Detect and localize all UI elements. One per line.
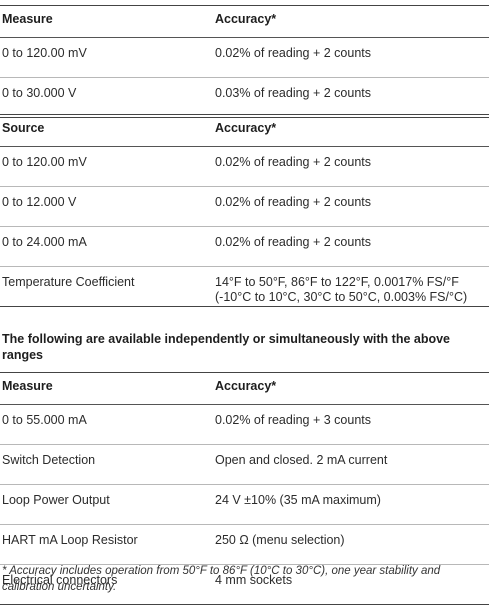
row-label: Loop Power Output xyxy=(2,493,110,507)
table-header-row: Source Accuracy* xyxy=(0,114,489,147)
table-row: 0 to 24.000 mA 0.02% of reading + 2 coun… xyxy=(0,227,489,267)
table-row: Loop Power Output 24 V ±10% (35 mA maxim… xyxy=(0,485,489,525)
row-value: 0.03% of reading + 2 counts xyxy=(215,86,372,100)
row-value: 250 Ω (menu selection) xyxy=(215,533,345,547)
row-value: 24 V ±10% (35 mA maximum) xyxy=(215,493,381,507)
row-value: 0.02% of reading + 2 counts xyxy=(215,235,372,249)
footnote: * Accuracy includes operation from 50°F … xyxy=(2,565,441,593)
row-value: 14°F to 50°F, 86°F to 122°F, 0.0017% FS/… xyxy=(214,267,489,307)
source-accuracy-table: Source Accuracy* 0 to 120.00 mV 0.02% of… xyxy=(0,114,489,307)
table-row: 0 to 120.00 mV 0.02% of reading + 2 coun… xyxy=(0,38,489,78)
table-header-row: Measure Accuracy* xyxy=(0,5,489,38)
row-value: 0.02% of reading + 2 counts xyxy=(215,195,372,209)
column-header-measure: Measure xyxy=(2,379,53,393)
row-label: Electrical connectors xyxy=(2,573,118,587)
additional-measure-table: Measure Accuracy* 0 to 55.000 mA 0.02% o… xyxy=(0,372,489,605)
row-label: Temperature Coefficient xyxy=(2,275,135,289)
section-heading: The following are available independentl… xyxy=(2,332,451,362)
table-header-row: Measure Accuracy* xyxy=(0,372,489,405)
table-row: 0 to 120.00 mV 0.02% of reading + 2 coun… xyxy=(0,147,489,187)
row-label: 0 to 120.00 mV xyxy=(2,46,87,60)
column-header-accuracy: Accuracy* xyxy=(215,121,277,135)
table-row: 0 to 12.000 V 0.02% of reading + 2 count… xyxy=(0,187,489,227)
column-header-accuracy: Accuracy* xyxy=(215,12,277,26)
row-label: 0 to 120.00 mV xyxy=(2,155,87,169)
row-label: 0 to 12.000 V xyxy=(2,195,77,209)
row-value: 0.02% of reading + 3 counts xyxy=(215,413,372,427)
measure-accuracy-table: Measure Accuracy* 0 to 120.00 mV 0.02% o… xyxy=(0,5,489,118)
row-label: HART mA Loop Resistor xyxy=(2,533,138,547)
table-row: 0 to 30.000 V 0.03% of reading + 2 count… xyxy=(0,78,489,118)
column-header-source: Source xyxy=(2,121,45,135)
table-row: 0 to 55.000 mA 0.02% of reading + 3 coun… xyxy=(0,405,489,445)
table-row: Switch Detection Open and closed. 2 mA c… xyxy=(0,445,489,485)
row-value: 0.02% of reading + 2 counts xyxy=(215,155,372,169)
row-value-line: (-10°C to 10°C, 30°C to 50°C, 0.003% FS/… xyxy=(215,290,468,304)
row-value: Open and closed. 2 mA current xyxy=(215,453,388,467)
row-label: 0 to 30.000 V xyxy=(2,86,77,100)
row-label: Switch Detection xyxy=(2,453,96,467)
row-value-line: 14°F to 50°F, 86°F to 122°F, 0.0017% FS/… xyxy=(215,275,459,289)
column-header-accuracy: Accuracy* xyxy=(215,379,277,393)
table-row: Temperature Coefficient 14°F to 50°F, 86… xyxy=(0,267,489,307)
column-header-measure: Measure xyxy=(2,12,53,26)
row-label: 0 to 55.000 mA xyxy=(2,413,87,427)
row-label: 0 to 24.000 mA xyxy=(2,235,87,249)
table-row: HART mA Loop Resistor 250 Ω (menu select… xyxy=(0,525,489,565)
row-value: 0.02% of reading + 2 counts xyxy=(215,46,372,60)
row-value: 4 mm sockets xyxy=(215,573,293,587)
